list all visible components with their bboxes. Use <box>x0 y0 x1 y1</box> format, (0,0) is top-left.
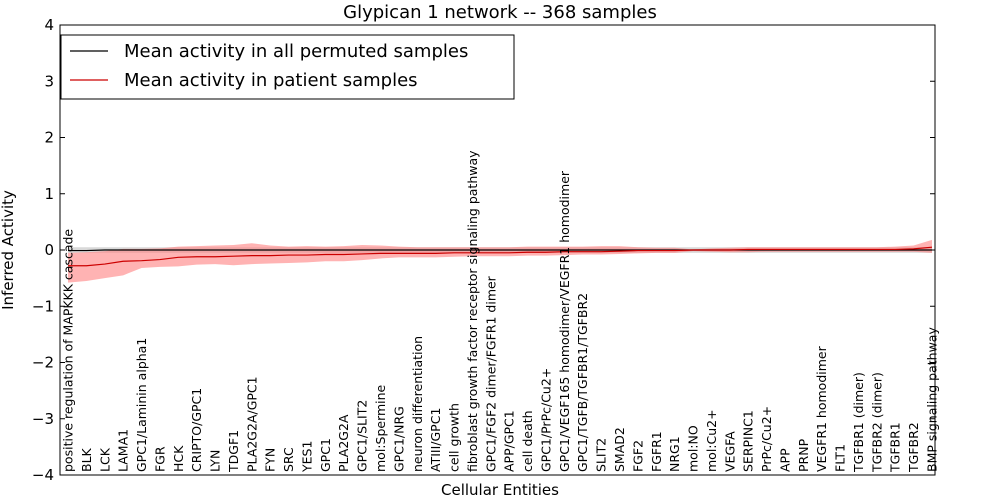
y-tick-label: 2 <box>44 129 54 147</box>
y-tick-label: 4 <box>44 16 54 34</box>
x-tick-label: GPC1/Laminin alpha1 <box>134 338 149 472</box>
x-tick-label: GPC1/SLIT2 <box>355 400 370 472</box>
x-tick-label: BLK <box>79 447 94 472</box>
x-tick-label: GPC1/NRG <box>391 406 406 472</box>
x-tick-label: PLA2G2A <box>336 414 351 472</box>
x-tick-label: FGF2 <box>630 440 645 472</box>
x-tick-label: mol:NO <box>686 425 701 472</box>
confidence-bands <box>68 239 932 283</box>
line-series-0 <box>68 249 932 252</box>
y-tick-label: −3 <box>32 410 54 428</box>
x-tick-label: SERPINC1 <box>741 410 756 472</box>
x-tick-label: GPC1/VEGF165 homodimer/VEGFR1 homodimer <box>557 170 572 472</box>
x-tick-label: GPC1 <box>318 438 333 472</box>
x-axis-label: Cellular Entities <box>441 481 559 499</box>
band-series-1 <box>68 239 932 283</box>
x-tick-label: ATIII/GPC1 <box>428 408 443 472</box>
y-tick-label: 0 <box>44 241 54 259</box>
y-tick-label: −1 <box>32 297 54 315</box>
x-tick-label: GPC1/TGFB/TGFBR1/TGFBR2 <box>575 293 590 472</box>
x-tick-label: SLIT2 <box>594 438 609 472</box>
x-tick-label: LYN <box>208 450 223 472</box>
x-tick-label: TGFBR1 <box>888 422 903 473</box>
y-tick-label: −2 <box>32 354 54 372</box>
x-tick-label: PrPc/Cu2+ <box>759 406 774 472</box>
x-tick-label: positive regulation of MAPKKK cascade <box>61 229 76 472</box>
x-tick-label: FLT1 <box>833 444 848 472</box>
x-tick-label: CRIPTO/GPC1 <box>189 388 204 472</box>
x-tick-label: SMAD2 <box>612 427 627 472</box>
legend-box <box>60 34 515 100</box>
x-tick-label: neuron differentiation <box>410 336 425 472</box>
x-tick-label: PRNP <box>796 438 811 472</box>
x-tick-label: TGFBR2 <box>906 422 921 473</box>
x-tick-label: TGFBR2 (dimer) <box>869 372 884 473</box>
x-tick-label: FGFR1 <box>649 431 664 472</box>
x-tick-label: VEGFA <box>722 431 737 472</box>
line-series-1 <box>68 246 933 267</box>
legend: Mean activity in all permuted samples Mea… <box>60 34 515 100</box>
y-tick-label: 3 <box>44 72 54 90</box>
x-tick-label: fibroblast growth factor receptor signal… <box>465 150 480 472</box>
x-tick-label: FYN <box>263 448 278 472</box>
y-ticks: −4 −3 −2 −1 0 1 2 3 4 <box>32 16 935 484</box>
x-tick-label: GPC1/FGF2 dimer/FGFR1 dimer <box>483 275 498 472</box>
plot-frame <box>59 24 936 476</box>
legend-label: Mean activity in all permuted samples <box>124 41 468 62</box>
x-tick-label: GPC1/PrPc/Cu2+ <box>538 368 553 472</box>
x-tick-label: APP <box>777 448 792 472</box>
x-tick-label: TDGF1 <box>226 430 241 473</box>
x-tick-label: cell growth <box>447 403 462 472</box>
x-tick-label: BMP signaling pathway <box>925 327 940 472</box>
legend-label: Mean activity in patient samples <box>124 70 418 91</box>
x-tick-label: cell death <box>520 410 535 472</box>
x-tick-label: LCK <box>97 447 112 472</box>
x-tick-label: HCK <box>171 445 186 472</box>
x-tick-label: YES1 <box>299 441 314 473</box>
x-tick-label: VEGFR1 homodimer <box>814 345 829 472</box>
x-tick-label: mol:Spermine <box>373 384 388 472</box>
x-tick-label: APP/GPC1 <box>502 410 517 472</box>
y-tick-label: −4 <box>32 466 54 484</box>
x-tick-label: mol:Cu2+ <box>704 409 719 472</box>
y-axis-label: Inferred Activity <box>0 190 17 310</box>
series-lines <box>68 246 933 267</box>
x-tick-label: LAMA1 <box>116 429 131 472</box>
x-tick-label: FGR <box>152 446 167 472</box>
y-tick-label: 1 <box>44 185 54 203</box>
x-tick-label: NRG1 <box>667 436 682 472</box>
x-tick-label: SRC <box>281 447 296 472</box>
x-tick-label: TGFBR1 (dimer) <box>851 372 866 473</box>
chart-title: Glypican 1 network -- 368 samples <box>343 2 657 23</box>
x-tick-labels: positive regulation of MAPKKK cascade BLK… <box>61 150 940 473</box>
x-tick-label: PLA2G2A/GPC1 <box>244 376 259 472</box>
